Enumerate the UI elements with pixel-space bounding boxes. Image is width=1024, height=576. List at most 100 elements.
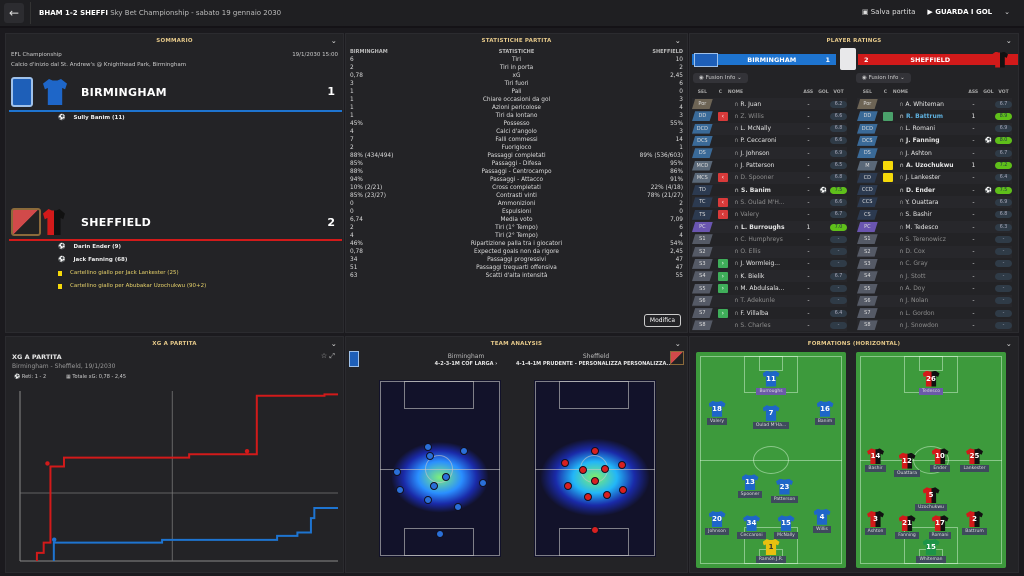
player-name[interactable]: ∩ J. Johnson	[734, 150, 800, 157]
goal-marker[interactable]	[52, 537, 57, 542]
star-icon[interactable]: ☆	[320, 352, 328, 360]
player-name[interactable]: ∩ T. Adekunle	[734, 297, 800, 304]
formation-player[interactable]: 21 Fanning	[887, 515, 927, 540]
player-name[interactable]: ∩ J. Ashton	[899, 150, 965, 157]
player-row[interactable]: S6 ∩ J. Nolan - -	[857, 294, 1012, 307]
player-name[interactable]: ∩ S. Banim	[734, 187, 800, 194]
home-formation-link[interactable]: 4-2-3-1M COF LARGA ›	[434, 361, 498, 367]
formation-player[interactable]: 10 Ender	[920, 448, 960, 473]
player-average-position[interactable]	[478, 478, 487, 487]
player-row[interactable]: MCD ∩ J. Patterson -6.5	[692, 160, 847, 172]
chevron-down-icon[interactable]: ⌄	[674, 37, 681, 45]
player-name[interactable]: ∩ Valery	[734, 211, 800, 218]
away-team-row[interactable]: SHEFFIELD	[11, 204, 341, 240]
player-name[interactable]: ∩ S. Terenowicz	[899, 236, 965, 243]
player-name[interactable]: ∩ O. Ellis	[734, 248, 800, 255]
formation-player[interactable]: 23 Patterson	[765, 478, 805, 503]
goal-marker[interactable]	[244, 449, 250, 454]
player-average-position[interactable]	[423, 443, 432, 452]
chevron-down-icon[interactable]: ⌄	[1005, 340, 1012, 348]
player-row[interactable]: S7 ∩ L. Gordon - -	[857, 307, 1012, 319]
player-average-position[interactable]	[583, 492, 592, 501]
player-name[interactable]: ∩ S. Bashir	[899, 211, 965, 218]
player-row[interactable]: CS ∩ S. Bashir -6.8	[857, 209, 1012, 221]
goal-marker[interactable]	[45, 461, 50, 466]
player-row[interactable]: Por ∩ A. Whiteman -6.7	[857, 98, 1012, 110]
player-average-position[interactable]	[436, 529, 444, 538]
player-average-position[interactable]	[591, 476, 599, 485]
player-name[interactable]: ∩ A. Whiteman	[899, 101, 965, 108]
player-row[interactable]: S4 ∩ J. Stott - -	[857, 270, 1012, 283]
player-row[interactable]: S8 ∩ J. Snowdon - -	[857, 319, 1012, 332]
player-row[interactable]: S1 ∩ S. Terenowicz - -	[857, 233, 1012, 245]
player-row[interactable]: TC ‹ ∩ S. Oulad M'H... -6.6	[692, 196, 847, 209]
player-row[interactable]: MCS ‹ ∩ D. Spooner -6.8	[692, 171, 847, 184]
player-name[interactable]: ∩ L. Gordon	[899, 310, 965, 317]
player-name[interactable]: ∩ P. Ceccaroni	[734, 137, 800, 144]
player-row[interactable]: S6 ∩ T. Adekunle - -	[692, 294, 847, 307]
player-row[interactable]: TD ∩ S. Banim - ⚽ 7.5	[692, 184, 847, 196]
player-average-position[interactable]	[393, 468, 402, 477]
player-row[interactable]: S4 › ∩ K. Bielik -6.7	[692, 270, 847, 283]
player-row[interactable]: Por ∩ R. Juan -6.2	[692, 98, 847, 110]
player-row[interactable]: DS ∩ J. Ashton -6.7	[857, 147, 1012, 160]
home-team-row[interactable]: BIRMINGHAM	[11, 74, 341, 110]
formation-player[interactable]: 34 Ceccaroni	[732, 515, 772, 540]
player-name[interactable]: ∩ S. Charles	[734, 322, 800, 329]
player-name[interactable]: ∩ J. Snowdon	[899, 322, 965, 329]
player-row[interactable]: S7 › ∩ F. Villalba -6.4	[692, 307, 847, 319]
player-name[interactable]: ∩ K. Bielik	[734, 273, 800, 280]
player-row[interactable]: CCD ∩ D. Ender - ⚽ 7.5	[857, 184, 1012, 196]
player-name[interactable]: ∩ R. Battrum	[899, 113, 965, 120]
player-name[interactable]: ∩ A. Uzochukwu	[899, 162, 965, 169]
player-name[interactable]: ∩ D. Spooner	[734, 174, 800, 181]
player-name[interactable]: ∩ J. Stott	[899, 273, 965, 280]
formation-player[interactable]: 1 Ramón J.R.	[751, 539, 791, 564]
player-average-position[interactable]	[619, 485, 628, 494]
player-average-position[interactable]	[591, 526, 599, 535]
player-row[interactable]: S3 › ∩ J. Wormleig... - -	[692, 258, 847, 270]
player-row[interactable]: PC ∩ M. Tedesco -6.3	[857, 221, 1012, 233]
player-name[interactable]: ∩ L. McNally	[734, 125, 800, 132]
player-average-position[interactable]	[578, 466, 587, 475]
formation-player[interactable]: 7 Oulad M'Ha...	[751, 405, 791, 430]
formation-player[interactable]: 12 Ouattara	[887, 452, 927, 477]
player-average-position[interactable]	[600, 464, 609, 473]
player-average-position[interactable]	[564, 482, 573, 491]
player-name[interactable]: ∩ L. Romani	[899, 125, 965, 132]
player-average-position[interactable]	[423, 496, 432, 505]
player-average-position[interactable]	[603, 491, 612, 500]
player-row[interactable]: M ∩ A. Uzochukwu 1 7.2	[857, 160, 1012, 172]
away-formation-link[interactable]: 4-1-4-1M PRUDENTE - PERSONALIZZA PERSONA…	[516, 361, 676, 367]
player-row[interactable]: DS ∩ J. Johnson -6.9	[692, 147, 847, 160]
player-average-position[interactable]	[454, 503, 463, 512]
player-name[interactable]: ∩ D. Ender	[899, 187, 965, 194]
player-row[interactable]: CCS ∩ Y. Ouattara -6.9	[857, 196, 1012, 209]
player-row[interactable]: PC ∩ L. Burroughs 1 7.0	[692, 221, 847, 233]
formation-player[interactable]: 20 Johnson	[697, 510, 737, 535]
player-row[interactable]: S8 ∩ S. Charles - -	[692, 319, 847, 332]
player-row[interactable]: S5 › ∩ M. Abdulsala... - -	[692, 283, 847, 295]
chevron-down-icon[interactable]: ⌄	[1004, 8, 1010, 16]
formation-player[interactable]: 5 Uzochukwu	[911, 487, 951, 512]
formation-player[interactable]: 4 Willis	[802, 508, 842, 533]
player-average-position[interactable]	[560, 459, 569, 468]
player-name[interactable]: ∩ S. Oulad M'H...	[734, 199, 800, 206]
formation-player[interactable]: 25 Lankester	[955, 448, 995, 473]
player-name[interactable]: ∩ A. Doy	[899, 285, 965, 292]
home-fusion-info-dropdown[interactable]: ◉ Fusion Info ⌄	[693, 73, 748, 83]
player-row[interactable]: CD ∩ J. Lankester -6.4	[857, 171, 1012, 184]
player-row[interactable]: DCS ∩ P. Ceccaroni -6.6	[692, 135, 847, 147]
player-name[interactable]: ∩ L. Burroughs	[734, 224, 800, 231]
player-name[interactable]: ∩ M. Tedesco	[899, 224, 965, 231]
player-average-position[interactable]	[426, 452, 435, 461]
player-average-position[interactable]	[591, 446, 599, 455]
player-average-position[interactable]	[617, 460, 626, 469]
player-average-position[interactable]	[460, 446, 469, 455]
player-name[interactable]: ∩ J. Wormleig...	[734, 260, 800, 267]
formation-player[interactable]: 13 Spooner	[730, 474, 770, 499]
player-name[interactable]: ∩ J. Fanning	[899, 137, 965, 144]
player-name[interactable]: ∩ Y. Ouattara	[899, 199, 965, 206]
player-name[interactable]: ∩ F. Villalba	[734, 310, 800, 317]
player-name[interactable]: ∩ Z. Willis	[734, 113, 800, 120]
